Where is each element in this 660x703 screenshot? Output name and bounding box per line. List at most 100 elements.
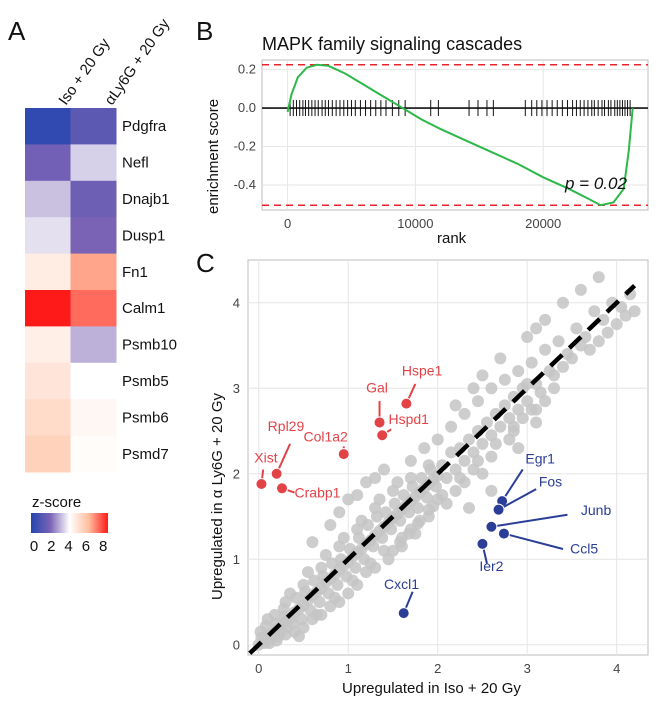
scatter-point [454,472,467,485]
highlight-point-iso [476,537,489,550]
heatmap-row-label: Calm1 [122,300,165,317]
scatter-point [467,382,480,395]
heatmap-cell [25,253,71,291]
enrichment-y-label: enrichment score [205,99,222,214]
scatter-point [422,503,435,516]
panel-a-letter: A [8,16,26,46]
scatter-point [360,476,373,489]
enrichment-x-tick: 20000 [525,216,561,231]
scatter-point [494,352,507,365]
zscore-legend-tick: 2 [47,538,55,555]
scatter-point [331,578,344,591]
scatter-point [397,489,410,502]
scatter-point [386,544,399,557]
scatter-point [489,437,502,450]
scatter-point [379,506,392,519]
scatter-point [378,463,391,476]
scatter-point [458,454,471,467]
enrichment-title: MAPK family signaling cascades [262,34,522,54]
scatter-point [521,377,534,390]
scatter-point [556,360,569,373]
highlight-label-iso: Junb [581,502,612,518]
scatter-point [290,591,303,604]
highlight-leader-line [498,488,537,511]
scatter-x-tick: 3 [524,661,531,676]
scatter-point [420,491,433,504]
scatter-point [436,489,449,502]
scatter-x-tick: 4 [613,661,620,676]
highlight-point-ly6g [337,448,350,461]
zscore-legend-tick: 8 [99,538,107,555]
scatter-point [601,326,614,339]
scatter-point [349,561,362,574]
highlight-label-ly6g: Gal [366,380,388,396]
scatter-x-tick: 0 [255,661,262,676]
heatmap-cell [70,144,117,182]
scatter-point [512,365,525,378]
scatter-point [445,446,458,459]
heatmap-cells [25,108,117,473]
highlight-label-iso: Cxcl1 [384,576,419,592]
scatter-point [385,523,398,536]
scatter-point [352,531,365,544]
scatter-point [376,531,389,544]
heatmap-row-labels: Pdgfra Nefl Dnajb1 Dusp1 Fn1 Calm1 Psmb10 Psmb5… [122,118,177,463]
scatter-point [361,519,374,532]
scatter-point [588,305,601,318]
scatter-point [259,637,272,650]
highlight-label-iso: Ccl5 [570,540,598,556]
enrichment-plot: MAPK family signaling cascades 0 10000 200… [205,34,649,247]
panel-c-letter: C [196,248,215,278]
enrichment-curve [286,63,634,207]
highlight-label-ly6g: Hspd1 [388,411,429,427]
highlight-label-iso: Egr1 [525,450,555,466]
scatter-point [367,540,380,553]
scatter-point [333,595,346,608]
scatter-x-tick: 2 [434,661,441,676]
highlight-label-ly6g: Col1a2 [303,428,348,444]
scatter-point [373,493,386,506]
scatter-point [471,454,484,467]
highlight-leader-line [491,513,568,528]
scatter-point [424,463,437,476]
scatter-point [570,322,583,335]
heatmap-cell [70,180,117,218]
enrichment-y-tick: 0.0 [238,100,256,115]
enrichment-ticks: 0 10000 20000 -0.4 -0.2 0.0 0.2 [234,62,562,231]
scatter-point [471,395,484,408]
scatter-point [463,501,476,514]
heatmap-cell [70,217,117,255]
scatter-point [516,412,529,425]
scatter-point [342,587,355,600]
scatter-point [403,506,416,519]
heatmap-row-label: Dnajb1 [122,191,170,208]
highlight-label-ly6g: Hspe1 [402,362,443,378]
heatmap: Iso + 20 Gy αLy6G + 20 Gy PdgfraNeflDnaj… [25,15,177,555]
scatter-point [391,476,404,489]
highlight-leader-line [503,532,564,550]
scatter-point [521,330,534,343]
enrichment-y-tick: -0.2 [234,139,256,154]
scatter-point [406,480,419,493]
scatter-point [369,472,382,485]
scatter-point [610,318,623,331]
scatter-point [259,619,272,632]
heatmap-cell [70,362,117,400]
scatter-y-tick: 4 [233,296,240,311]
scatter-point [431,433,444,446]
highlight-point-iso [485,520,498,533]
scatter-point [449,484,462,497]
heatmap-row-label: Psmb5 [122,373,169,390]
scatter-point [530,403,543,416]
enrichment-lines [262,63,648,207]
scatter-y-tick: 0 [233,638,240,653]
scatter-point [278,610,291,623]
heatmap-cell [25,144,71,182]
scatter-point [539,343,552,356]
heatmap-cell [70,290,117,327]
scatter-point [304,604,317,617]
scatter-point [337,531,350,544]
